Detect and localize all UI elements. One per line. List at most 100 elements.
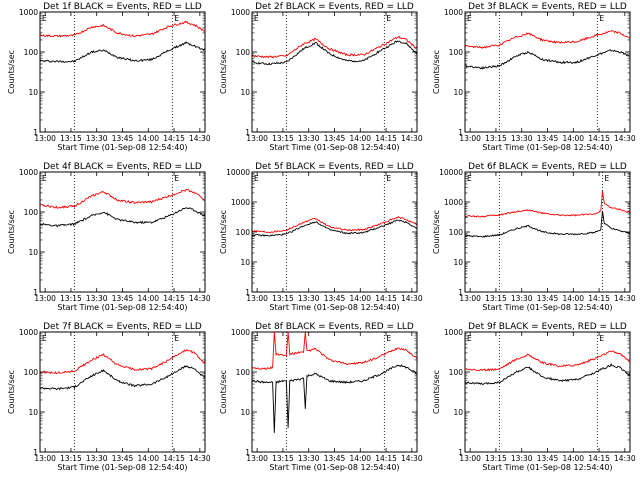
chart-title: Det 5f BLACK = Events, RED = LLD <box>255 162 414 172</box>
x-tick-label: 14:00 <box>349 294 371 303</box>
x-axis-label: Start Time (01-Sep-08 12:54:40) <box>269 303 399 312</box>
y-tick-label: 10 <box>240 88 250 97</box>
x-axis-label: Start Time (01-Sep-08 12:54:40) <box>482 143 612 152</box>
y-axis-label: Counts/sec <box>219 370 228 414</box>
plot-frame <box>39 331 206 453</box>
series-line-lld <box>251 331 418 370</box>
x-tick-label: 14:15 <box>588 294 610 303</box>
series-line-lld <box>39 20 206 38</box>
y-tick-label: 10 <box>28 408 38 417</box>
x-tick-label: 13:45 <box>112 294 134 303</box>
y-axis-label: Counts/sec <box>432 50 441 94</box>
e-marker-label: E <box>174 14 179 23</box>
y-tick-label: 100 <box>24 208 39 217</box>
plot-frame <box>464 331 631 453</box>
y-axis-label: Counts/sec <box>7 50 16 94</box>
series-line-lld <box>39 348 206 375</box>
x-tick-label: 13:00 <box>34 134 56 143</box>
series-line-events <box>251 364 418 433</box>
x-tick-label: 13:15 <box>272 294 294 303</box>
x-tick-label: 14:30 <box>614 134 636 143</box>
y-tick-label: 1000 <box>19 328 38 337</box>
series-line-events <box>40 365 206 391</box>
y-tick-label: 1000 <box>19 168 38 177</box>
y-tick-label: 10000 <box>226 168 250 177</box>
y-tick-label: 10 <box>28 88 38 97</box>
x-tick-label: 13:00 <box>34 294 56 303</box>
y-axis-label: Counts/sec <box>432 210 441 254</box>
plot-frame <box>464 11 631 133</box>
series-line-events <box>464 49 631 70</box>
x-tick-label: 13:45 <box>537 454 559 463</box>
x-tick-label: 14:30 <box>189 294 211 303</box>
y-tick-label: 1000 <box>444 328 463 337</box>
x-tick-label: 13:15 <box>60 454 82 463</box>
y-tick-label: 1 <box>33 128 38 137</box>
y-tick-label: 10 <box>453 258 463 267</box>
y-tick-label: 1000 <box>231 8 250 17</box>
x-tick-label: 14:15 <box>163 294 185 303</box>
series-line-lld <box>39 188 206 209</box>
y-tick-label: 1 <box>245 288 250 297</box>
x-axis-label: Start Time (01-Sep-08 12:54:40) <box>57 463 187 472</box>
x-tick-label: 13:45 <box>324 134 346 143</box>
x-tick-label: 13:30 <box>86 294 108 303</box>
e-marker-label: E <box>467 14 472 23</box>
x-tick-label: 13:30 <box>511 294 533 303</box>
e-marker-label: E <box>254 334 259 343</box>
series-line-lld <box>251 216 418 234</box>
y-tick-label: 100 <box>236 228 251 237</box>
x-axis-label: Start Time (01-Sep-08 12:54:40) <box>57 143 187 152</box>
series-line-lld <box>464 350 631 372</box>
y-axis-label: Counts/sec <box>432 370 441 414</box>
x-tick-label: 13:15 <box>60 134 82 143</box>
x-tick-label: 13:15 <box>485 294 507 303</box>
y-tick-label: 100 <box>449 48 464 57</box>
y-tick-label: 1000 <box>444 8 463 17</box>
y-tick-label: 1000 <box>19 8 38 17</box>
x-tick-label: 14:15 <box>375 454 397 463</box>
y-tick-label: 1 <box>33 288 38 297</box>
x-tick-label: 13:15 <box>272 134 294 143</box>
x-tick-label: 13:15 <box>60 294 82 303</box>
series-line-events <box>39 207 206 228</box>
y-tick-label: 100 <box>236 368 251 377</box>
chart-title: Det 3f BLACK = Events, RED = LLD <box>468 2 627 12</box>
y-tick-label: 10 <box>240 408 250 417</box>
x-tick-label: 14:15 <box>163 454 185 463</box>
chart-title: Det 9f BLACK = Events, RED = LLD <box>468 322 627 332</box>
x-tick-label: 13:15 <box>272 454 294 463</box>
x-tick-label: 13:00 <box>246 134 268 143</box>
x-tick-label: 13:00 <box>459 294 481 303</box>
y-tick-label: 10 <box>453 408 463 417</box>
x-tick-label: 14:15 <box>375 134 397 143</box>
chart-title: Det 7f BLACK = Events, RED = LLD <box>43 322 202 332</box>
y-tick-label: 1000 <box>231 328 250 337</box>
x-tick-label: 13:15 <box>485 134 507 143</box>
x-tick-label: 14:00 <box>349 454 371 463</box>
x-tick-label: 13:00 <box>459 134 481 143</box>
e-marker-label: E <box>42 14 47 23</box>
x-tick-label: 14:00 <box>349 134 371 143</box>
x-axis-label: Start Time (01-Sep-08 12:54:40) <box>482 303 612 312</box>
e-marker-label: E <box>386 14 391 23</box>
e-marker-label: E <box>42 174 47 183</box>
series-line-events <box>39 41 206 63</box>
e-marker-label: E <box>386 334 391 343</box>
y-axis-label: Counts/sec <box>219 210 228 254</box>
y-axis-label: Counts/sec <box>219 50 228 94</box>
y-axis-label: Counts/sec <box>7 210 16 254</box>
x-tick-label: 13:00 <box>246 454 268 463</box>
x-axis-label: Start Time (01-Sep-08 12:54:40) <box>482 463 612 472</box>
y-tick-label: 1 <box>33 448 38 457</box>
x-tick-label: 14:15 <box>588 134 610 143</box>
x-tick-label: 13:00 <box>246 294 268 303</box>
y-axis-label: Counts/sec <box>7 370 16 414</box>
e-marker-label: E <box>599 334 604 343</box>
